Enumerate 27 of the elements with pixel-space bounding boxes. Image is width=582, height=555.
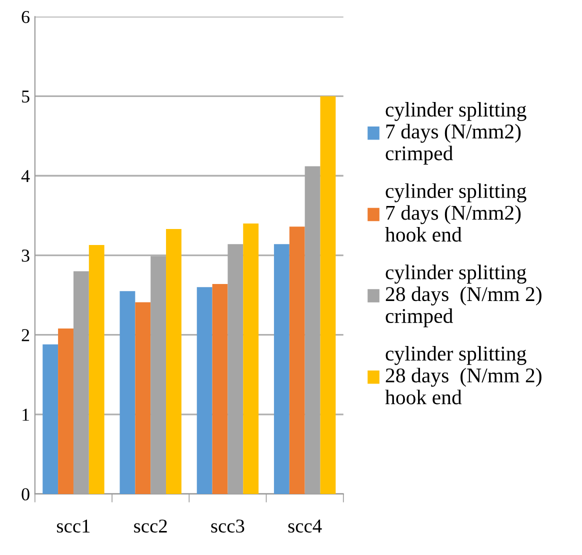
bar <box>196 287 212 494</box>
y-tick-label: 6 <box>22 10 30 24</box>
bar <box>42 344 58 494</box>
legend-label: cylinder splitting 7 days (N/mm2) hook end <box>385 183 526 242</box>
y-tick-label: 2 <box>22 329 30 342</box>
y-tick-label: 4 <box>21 170 30 182</box>
y-tick-label: 0 <box>22 488 30 500</box>
y-tick-label: 3 <box>22 250 30 262</box>
bar <box>88 244 104 494</box>
bar <box>166 229 182 494</box>
legend-label: cylinder splitting 28 days (N/mm 2) crimped <box>386 264 542 328</box>
bar <box>212 284 228 494</box>
x-tick-label: scc2 <box>134 520 167 533</box>
bar <box>120 291 136 494</box>
bar <box>320 96 336 494</box>
legend-label: cylinder splitting 7 days (N/mm2) crimped <box>386 102 526 165</box>
bar <box>58 328 74 494</box>
y-tick-label: 5 <box>22 90 30 103</box>
y-tick-label: 1 <box>22 408 29 421</box>
x-tick-label: scc4 <box>288 520 322 533</box>
bar <box>289 226 305 494</box>
x-tick-label: scc3 <box>211 520 244 533</box>
bar <box>243 223 259 494</box>
bar <box>274 244 290 494</box>
bar <box>135 302 151 494</box>
x-tick-label: scc1 <box>57 520 90 533</box>
legend-label: cylinder splitting 28 days (N/mm 2) hook end <box>385 346 542 404</box>
